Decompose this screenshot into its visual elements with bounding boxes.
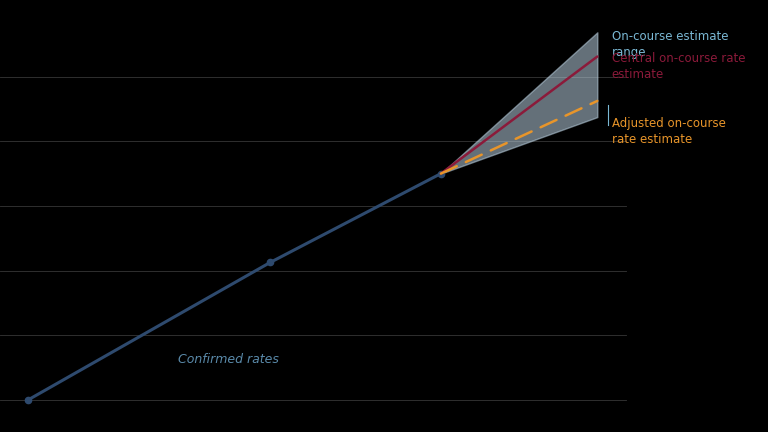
Text: On-course estimate
range: On-course estimate range (611, 30, 728, 59)
Text: Central on-course rate
estimate: Central on-course rate estimate (611, 52, 745, 82)
Text: Adjusted on-course
rate estimate: Adjusted on-course rate estimate (611, 117, 726, 146)
Text: Confirmed rates: Confirmed rates (177, 353, 279, 366)
